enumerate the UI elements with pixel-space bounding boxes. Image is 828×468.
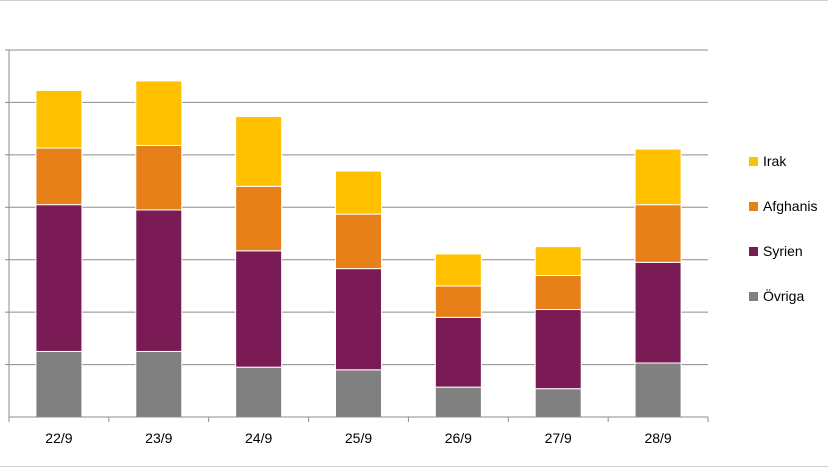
- bar-segment: [35, 204, 83, 352]
- legend-label: Irak: [763, 153, 787, 169]
- bar-segment: [534, 274, 582, 311]
- bar-segment: [235, 250, 283, 368]
- x-tick-label: 23/9: [145, 430, 172, 446]
- legend-item: Övriga: [749, 285, 817, 307]
- x-tick-label: 22/9: [45, 430, 72, 446]
- legend-label: Syrien: [763, 243, 803, 259]
- legend-label: Övriga: [763, 288, 805, 304]
- legend-item: Afghanis: [749, 195, 817, 217]
- bar-segment: [135, 350, 183, 418]
- bar-segment: [335, 170, 382, 215]
- bar-segment: [434, 386, 482, 418]
- legend-label: Afghanis: [763, 198, 818, 214]
- bar-segment: [335, 369, 382, 418]
- bar-segment: [335, 268, 382, 371]
- legend-item: Syrien: [749, 240, 817, 262]
- bar-segment: [35, 89, 83, 149]
- bar-segment: [235, 116, 283, 187]
- bar-segment: [235, 366, 283, 418]
- legend-swatch: [749, 291, 758, 301]
- bar-segment: [434, 285, 482, 318]
- bar-segment: [35, 350, 83, 418]
- chart-legend: Irak Afghanis Syrien Övriga: [749, 150, 817, 330]
- legend-swatch: [749, 156, 758, 166]
- bar-segment: [634, 261, 682, 364]
- bar-segment: [235, 185, 283, 252]
- bar-segment: [135, 144, 183, 211]
- bar-segment: [335, 213, 382, 270]
- bar-segment: [135, 80, 183, 146]
- bar-segment: [35, 147, 83, 206]
- x-tick-label: 28/9: [644, 430, 671, 446]
- x-tick-label: 27/9: [545, 430, 572, 446]
- legend-swatch: [749, 201, 758, 211]
- x-tick-label: 25/9: [345, 430, 372, 446]
- bar-segment: [434, 316, 482, 388]
- bar-segment: [634, 148, 682, 206]
- frame-bottom-border: [0, 466, 828, 467]
- bar-segment: [534, 309, 582, 390]
- legend-item: Irak: [749, 150, 817, 172]
- bar-segment: [534, 246, 582, 276]
- x-tick-label: 26/9: [445, 430, 472, 446]
- bar-segment: [534, 388, 582, 418]
- bar-segment: [634, 362, 682, 418]
- bar-segment: [135, 209, 183, 352]
- bar-segment: [434, 253, 482, 287]
- bar-segment: [634, 204, 682, 263]
- x-tick-label: 24/9: [245, 430, 272, 446]
- frame-top-border: [0, 0, 828, 1]
- legend-swatch: [749, 246, 758, 256]
